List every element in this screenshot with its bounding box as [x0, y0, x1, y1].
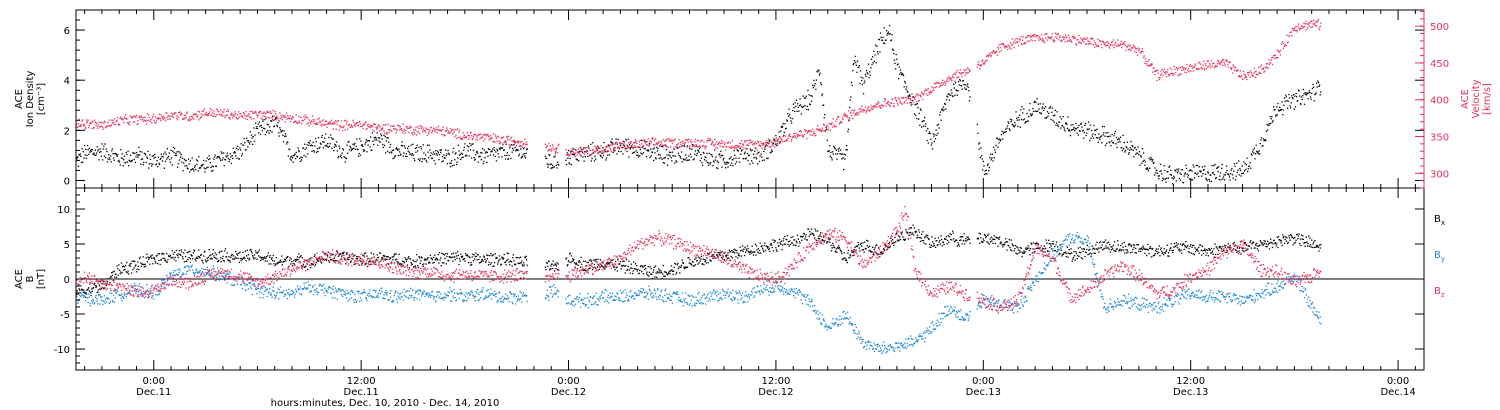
- y-tick-label: 5: [64, 240, 70, 251]
- axis-label-line: Ion Density: [25, 71, 36, 128]
- density-axis-label: ACE Ion Density [cm⁻³]: [14, 71, 47, 128]
- x-tick-day: Dec.11: [136, 387, 171, 398]
- velocity-tick-label: 350: [1430, 133, 1449, 144]
- y-tick-label: 0: [64, 275, 70, 286]
- axis-label-line: [cm⁻³]: [36, 83, 47, 115]
- x-tick-day: Dec.14: [1380, 387, 1415, 398]
- x-tick-time: 0:00: [1387, 376, 1409, 387]
- density-velocity-panel: [76, 18, 1322, 185]
- y-tick-label: 6: [64, 26, 70, 37]
- axis-label-line: ACE: [14, 89, 25, 109]
- velocity-tick-label: 450: [1430, 59, 1449, 70]
- field-legend: Bx By Bz: [1434, 214, 1445, 299]
- x-tick-day: Dec.12: [758, 387, 793, 398]
- axis-label-line: B: [25, 275, 36, 282]
- b-axis-label: ACE B [nT]: [14, 269, 47, 289]
- x-tick-time: 12:00: [1176, 376, 1205, 387]
- x-tick-time: 0:00: [143, 376, 165, 387]
- y-tick-label: 4: [64, 76, 70, 87]
- x-tick-time: 12:00: [762, 376, 791, 387]
- x-tick-day: Dec.12: [551, 387, 586, 398]
- x-tick-day: Dec.13: [966, 387, 1001, 398]
- velocity-tick-label: 300: [1430, 169, 1449, 180]
- velocity-y-axis: 300 350 400 450 500: [1415, 10, 1449, 189]
- density-series: [76, 24, 1322, 185]
- x-tick-time: 12:00: [347, 376, 376, 387]
- x-tick-time: 0:00: [557, 376, 579, 387]
- series-by: [76, 231, 1322, 354]
- axis-label-line: [nT]: [36, 269, 47, 289]
- series-bx: [76, 224, 1322, 298]
- legend-bx: Bx: [1434, 214, 1445, 227]
- y-tick-label: 2: [64, 126, 70, 137]
- velocity-series: [76, 18, 1322, 158]
- plot-frame: [75, 9, 1425, 371]
- velocity-tick-label: 400: [1430, 96, 1449, 107]
- y-tick-label: 0: [64, 176, 70, 187]
- x-axis-title: hours:minutes, Dec. 10, 2010 - Dec. 14, …: [271, 398, 500, 409]
- velocity-axis-label: ACE Velocity [km/s]: [1460, 79, 1493, 118]
- y-tick-label: -10: [54, 345, 70, 356]
- b-y-axis: -10 -5 0 5 10: [54, 187, 1424, 371]
- x-tick-day: Dec.11: [344, 387, 379, 398]
- series-bz: [76, 206, 1322, 314]
- legend-by: By: [1434, 250, 1445, 263]
- axis-label-line: Velocity: [1471, 79, 1482, 118]
- x-axis: 0:00Dec.1112:00Dec.110:00Dec.1212:00Dec.…: [84, 10, 1416, 398]
- magnetic-field-panel: [76, 206, 1424, 354]
- x-tick-time: 0:00: [972, 376, 994, 387]
- x-tick-day: Dec.13: [1173, 387, 1208, 398]
- axis-label-line: ACE: [14, 269, 25, 289]
- axis-label-line: [km/s]: [1482, 83, 1493, 115]
- axis-label-line: ACE: [1460, 89, 1471, 109]
- legend-bz: Bz: [1434, 286, 1445, 299]
- velocity-tick-label: 500: [1430, 22, 1449, 33]
- y-tick-label: -5: [60, 310, 70, 321]
- y-tick-label: 10: [57, 205, 70, 216]
- density-y-axis: 0 2 4 6: [64, 19, 1424, 187]
